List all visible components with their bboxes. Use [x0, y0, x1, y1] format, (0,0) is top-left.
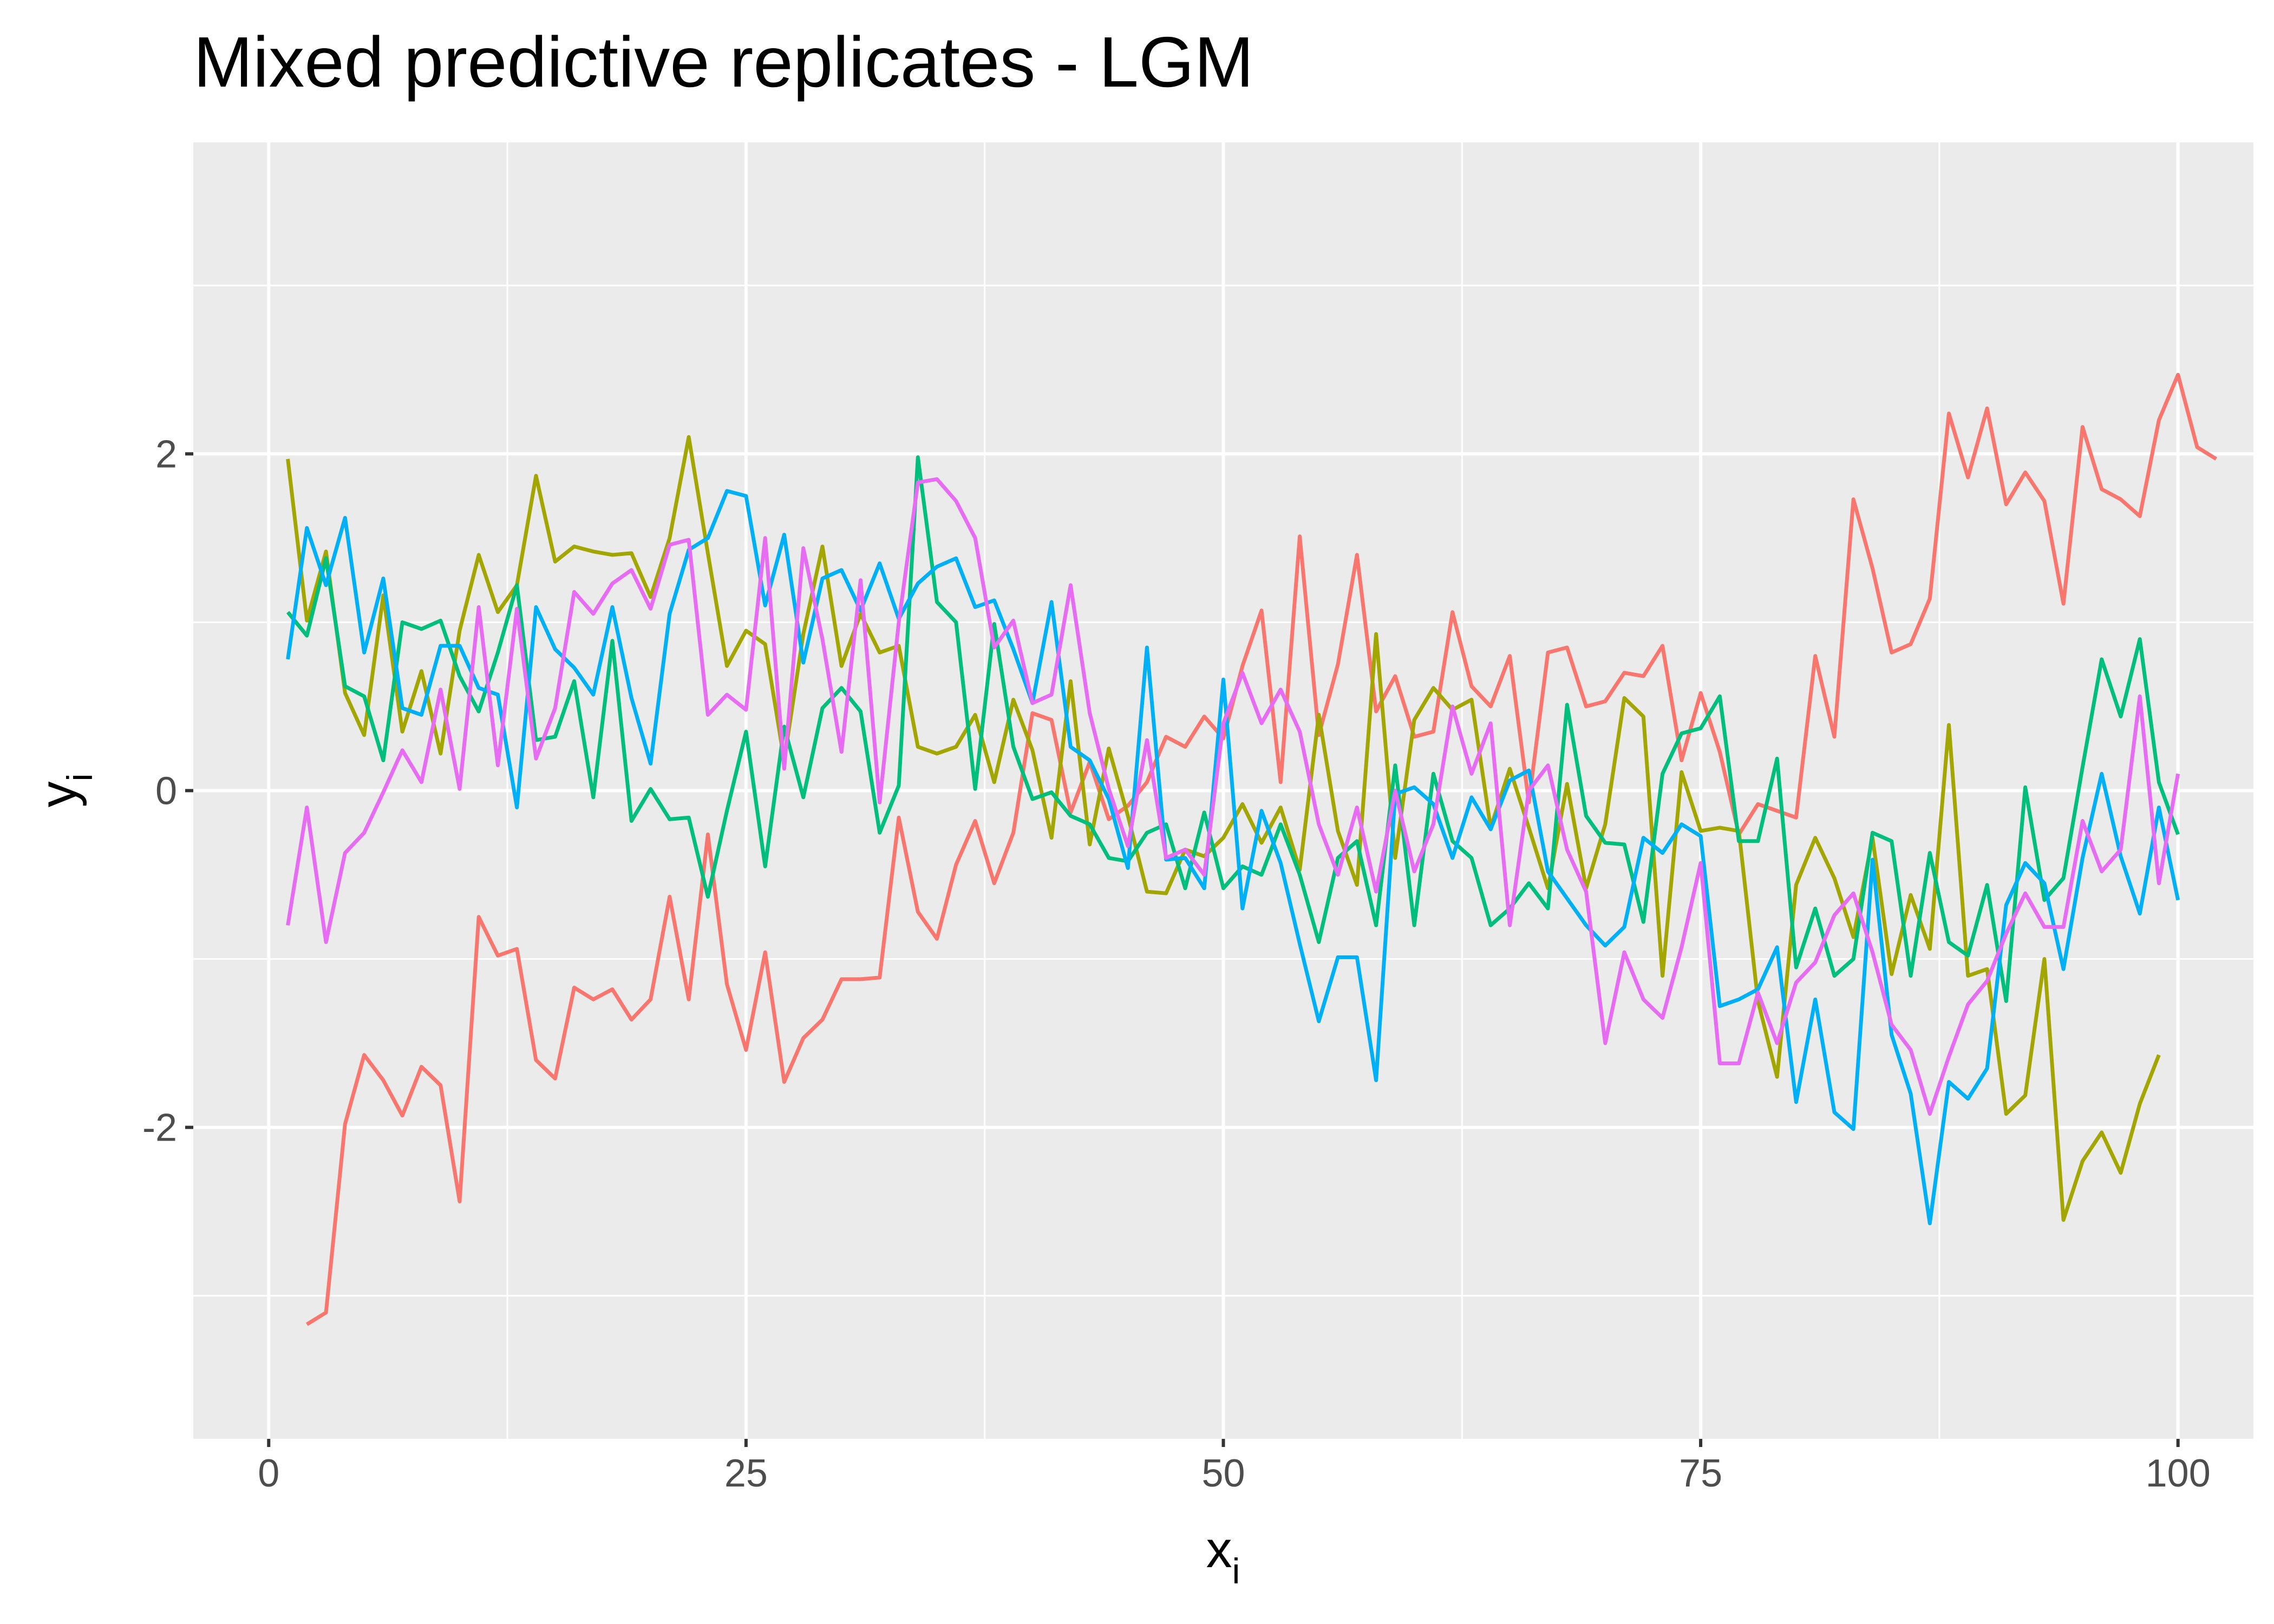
series-line-5	[286, 477, 2180, 1116]
y-axis-title: yi	[29, 774, 100, 808]
x-axis-title: xi	[1206, 1521, 1240, 1591]
y-axis-label: y	[29, 781, 87, 807]
x-tick-label: 0	[258, 1452, 279, 1495]
series-line-3	[286, 455, 2180, 1003]
y-tick-label: 0	[155, 770, 177, 813]
x-axis-label: x	[1206, 1521, 1232, 1579]
series-line-4	[286, 489, 2180, 1226]
x-tick-label: 75	[1679, 1452, 1722, 1495]
x-tick-label: 25	[724, 1452, 768, 1495]
y-tick-label: -2	[142, 1106, 177, 1150]
y-tick-labels: -2 0 2	[142, 433, 177, 1149]
x-tick-label: 100	[2146, 1452, 2211, 1495]
y-axis-subscript: i	[60, 774, 100, 782]
y-tick-label: 2	[155, 433, 177, 476]
major-gridlines	[193, 142, 2253, 1439]
series-lines	[286, 372, 2218, 1326]
x-tick-label: 50	[1201, 1452, 1245, 1495]
series-line-1	[305, 372, 2218, 1326]
series-line-2	[286, 435, 2161, 1222]
chart-title: Mixed predictive replicates - LGM	[193, 22, 1254, 102]
x-axis-subscript: i	[1232, 1551, 1240, 1591]
axis-ticks	[185, 452, 2180, 1447]
x-tick-labels: 0 25 50 75 100	[258, 1452, 2211, 1495]
